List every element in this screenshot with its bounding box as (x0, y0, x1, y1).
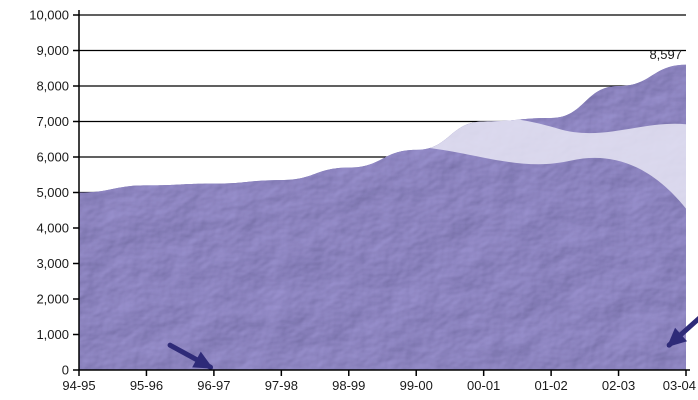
y-tick-label: 0 (62, 363, 69, 378)
y-tick-label: 8,000 (36, 79, 69, 94)
y-tick-label: 10,000 (29, 8, 69, 23)
highlight-streak (389, 117, 686, 218)
x-tick-label: 99-00 (400, 378, 433, 393)
x-tick-label: 01-02 (534, 378, 567, 393)
y-tick-label: 3,000 (36, 256, 69, 271)
x-tick-label: 94-95 (62, 378, 95, 393)
y-tick-label: 1,000 (36, 327, 69, 342)
x-tick-labels: 94-95 95-96 96-97 97-98 98-99 99-00 00-01 01-02… (62, 378, 696, 393)
x-tick-label: 98-99 (332, 378, 365, 393)
x-tick-label: 03-04 (663, 378, 696, 393)
data-label-last: 8,597 (649, 47, 682, 62)
x-tick-label: 97-98 (265, 378, 298, 393)
y-tick-label: 5,000 (36, 185, 69, 200)
y-tick-label: 2,000 (36, 292, 69, 307)
y-tick-label: 9,000 (36, 43, 69, 58)
area-series (79, 64, 698, 370)
axes (73, 10, 690, 376)
arrow-left-head (192, 351, 214, 369)
y-tick-label: 4,000 (36, 221, 69, 236)
highlight-shape (389, 117, 686, 218)
y-tick-label: 6,000 (36, 150, 69, 165)
x-tick-label: 95-96 (130, 378, 163, 393)
x-tick-label: 96-97 (197, 378, 230, 393)
area-texture (79, 64, 686, 370)
x-tick-label: 02-03 (602, 378, 635, 393)
annotations: 8,597 (649, 47, 682, 62)
y-tick-labels: 0 1,000 2,000 3,000 4,000 5,000 6,000 7,000 8,00… (29, 8, 69, 378)
arrow-right-head (666, 327, 688, 348)
y-tick-label: 7,000 (36, 114, 69, 129)
x-tick-label: 00-01 (467, 378, 500, 393)
